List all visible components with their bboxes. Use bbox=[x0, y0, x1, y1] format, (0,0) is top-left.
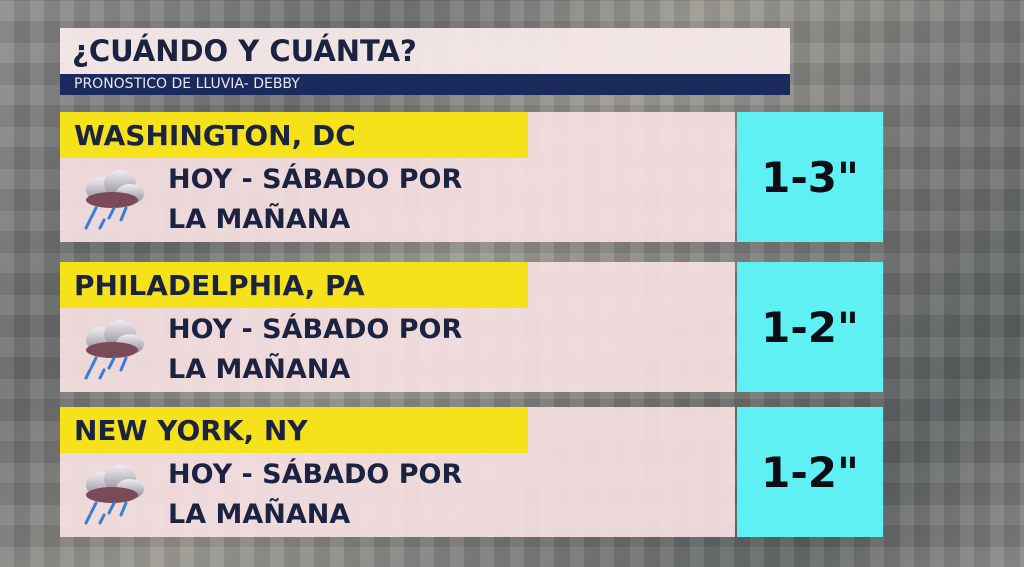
timing-line-2: LA MAÑANA bbox=[168, 354, 351, 385]
city-label: WASHINGTON, DC bbox=[60, 112, 528, 158]
rain-cloud-icon bbox=[76, 459, 148, 529]
rain-cloud-icon bbox=[76, 164, 148, 234]
timing-line-1: HOY - SÁBADO POR bbox=[168, 164, 463, 195]
rain-amount: 1-2" bbox=[737, 262, 883, 392]
timing-line-2: LA MAÑANA bbox=[168, 499, 351, 530]
page-title: ¿CUÁNDO Y CUÁNTA? bbox=[60, 28, 790, 74]
rain-cloud-icon bbox=[76, 314, 148, 384]
timing-line-2: LA MAÑANA bbox=[168, 204, 351, 235]
rain-amount: 1-2" bbox=[737, 407, 883, 537]
timing-line-1: HOY - SÁBADO POR bbox=[168, 314, 463, 345]
rain-amount: 1-3" bbox=[737, 112, 883, 242]
timing-line-1: HOY - SÁBADO POR bbox=[168, 459, 463, 490]
city-label: NEW YORK, NY bbox=[60, 407, 528, 453]
page-subtitle: PRONOSTICO DE LLUVIA- DEBBY bbox=[60, 74, 790, 95]
city-label: PHILADELPHIA, PA bbox=[60, 262, 528, 308]
